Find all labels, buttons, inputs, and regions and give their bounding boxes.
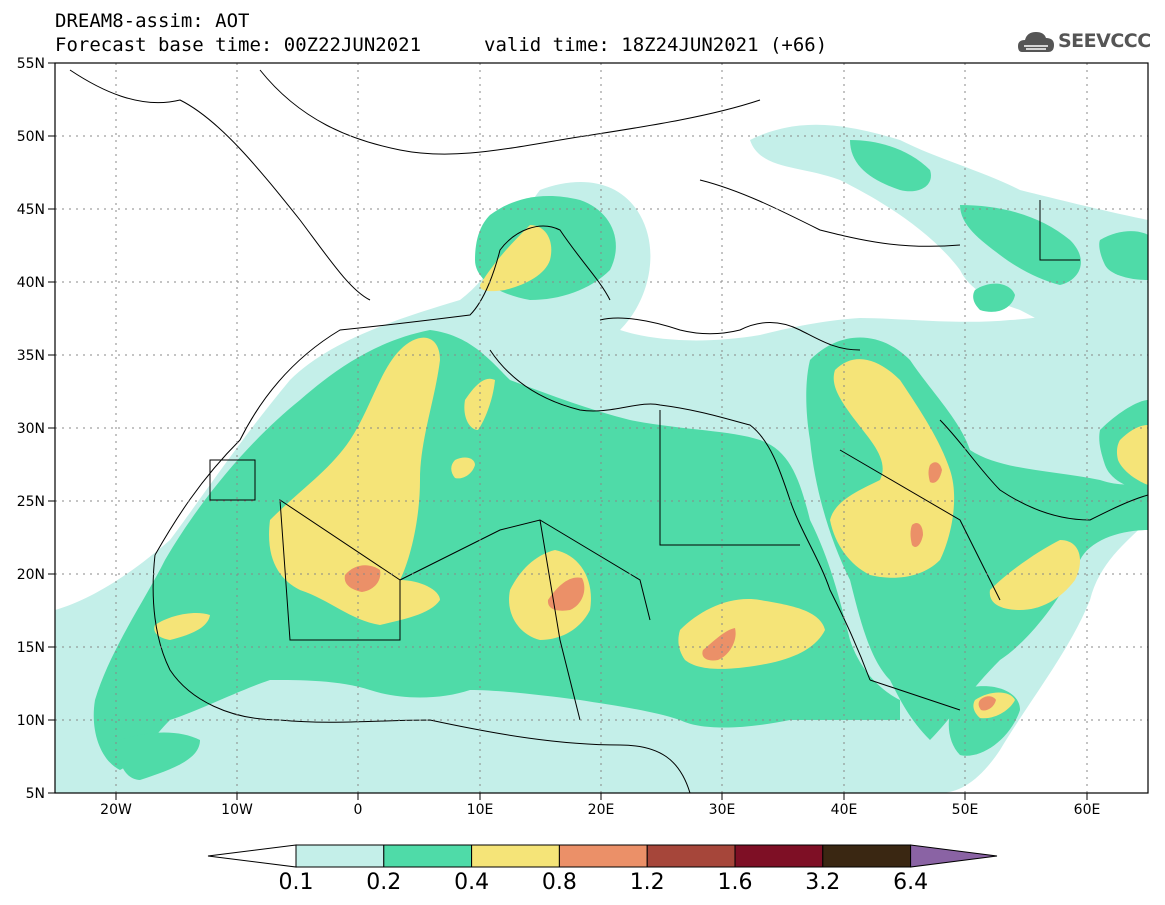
lat-tick-label: 55N (17, 56, 45, 72)
lon-tick-label: 0 (354, 802, 363, 818)
aot-level-0.4 (154, 225, 1148, 719)
lat-tick-label: 45N (17, 202, 45, 218)
lat-tick-label: 25N (17, 494, 45, 510)
colorbar-label: 1.2 (629, 870, 665, 895)
colorbar-label: 3.2 (805, 870, 841, 895)
graticule (55, 63, 1148, 793)
lat-tick-label: 20N (17, 567, 45, 583)
lon-tick-label: 30E (709, 802, 736, 818)
colorbar-label: 0.4 (454, 870, 490, 895)
cloud-logo-icon (1018, 32, 1054, 52)
map-title: DREAM8-assim: AOT (55, 10, 250, 32)
lon-tick-label: 10W (221, 802, 253, 818)
colorbar-label: 0.8 (541, 870, 577, 895)
colorbar-segment (295, 844, 385, 868)
colorbar-segment (558, 844, 648, 868)
axis-ticks (48, 62, 1088, 800)
colorbar-segment (734, 844, 824, 868)
lat-tick-label: 35N (17, 348, 45, 364)
colorbar-under-triangle (207, 844, 297, 868)
lon-tick-label: 60E (1074, 802, 1101, 818)
colorbar-over-triangle (910, 844, 998, 868)
lon-tick-label: 20W (100, 802, 132, 818)
colorbar-segment (471, 844, 560, 868)
forecast-base-time: Forecast base time: 00Z22JUN2021 (55, 34, 422, 56)
colorbar-segment (646, 844, 736, 868)
aot-level-0.8 (344, 462, 996, 711)
lat-tick-label: 30N (17, 421, 45, 437)
colorbar-label: 0.1 (278, 870, 314, 895)
coastlines (69, 69, 1148, 793)
lon-tick-label: 50E (952, 802, 979, 818)
lat-tick-label: 50N (17, 129, 45, 145)
colorbar-segment (383, 844, 473, 868)
lon-tick-label: 40E (831, 802, 858, 818)
colorbar-label: 6.4 (893, 870, 929, 895)
colorbar-segment (822, 844, 912, 868)
lon-tick-label: 20E (588, 802, 615, 818)
lat-tick-label: 10N (17, 713, 45, 729)
valid-time: valid time: 18Z24JUN2021 (+66) (484, 34, 828, 56)
lat-tick-label: 15N (17, 640, 45, 656)
lon-tick-label: 10E (467, 802, 494, 818)
colorbar-label: 1.6 (717, 870, 753, 895)
colorbar-label: 0.2 (366, 870, 402, 895)
logo-text: SEEVCCC (1058, 30, 1151, 52)
lat-tick-label: 40N (17, 275, 45, 291)
lat-tick-label: 5N (26, 786, 45, 802)
colorbar (207, 844, 998, 868)
